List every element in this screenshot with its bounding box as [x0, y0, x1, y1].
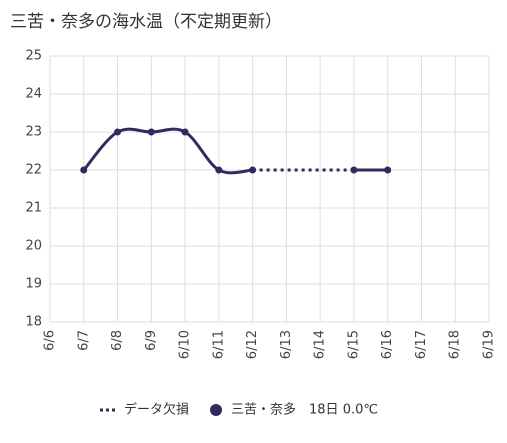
data-point — [249, 166, 257, 174]
x-tick-label: 6/11 — [211, 330, 226, 359]
data-line — [82, 127, 388, 175]
legend-label: データ欠損 — [124, 402, 189, 418]
y-tick-label: 22 — [25, 163, 42, 178]
x-tick-label: 6/9 — [144, 330, 159, 351]
x-tick-label: 6/18 — [448, 330, 463, 359]
data-point — [114, 128, 122, 136]
x-tick-label: 6/17 — [414, 330, 429, 359]
x-tick-label: 6/19 — [482, 330, 497, 359]
x-tick-label: 6/15 — [346, 330, 361, 359]
x-tick-label: 6/7 — [76, 330, 91, 351]
y-tick-label: 24 — [25, 87, 42, 102]
y-tick-label: 23 — [25, 125, 42, 140]
data-point — [147, 128, 155, 136]
y-tick-label: 18 — [25, 315, 42, 330]
y-tick-label: 19 — [25, 277, 42, 292]
x-tick-label: 6/6 — [43, 330, 58, 351]
x-tick-label: 6/10 — [178, 330, 193, 359]
x-tick-label: 6/14 — [313, 330, 328, 359]
data-point — [215, 166, 223, 174]
legend-swatch — [210, 404, 223, 416]
data-point — [181, 128, 189, 136]
legend-label: 三苦・奈多 18日 0.0℃ — [231, 402, 378, 418]
x-tick-label: 6/16 — [380, 330, 395, 359]
x-tick-label: 6/12 — [245, 330, 260, 359]
chart-title: 三苦・奈多の海水温（不定期更新） — [10, 12, 282, 32]
y-tick-label: 25 — [25, 49, 42, 64]
y-tick-label: 21 — [25, 201, 42, 216]
data-point — [350, 166, 358, 174]
x-tick-label: 6/13 — [279, 330, 294, 359]
data-point — [80, 166, 88, 174]
x-tick-label: 6/8 — [110, 330, 125, 351]
y-tick-label: 20 — [25, 239, 42, 254]
data-point — [384, 166, 392, 174]
